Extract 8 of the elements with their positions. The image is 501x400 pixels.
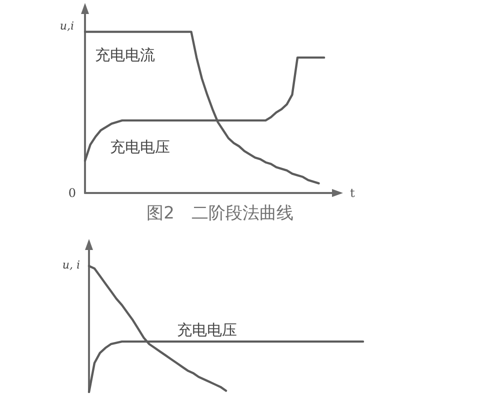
series-label: 充电电流 xyxy=(95,46,155,64)
y-axis-title: u, i xyxy=(62,258,80,272)
series-label: 充电电压 xyxy=(110,138,170,156)
x-axis-title: t xyxy=(350,186,355,200)
y-axis-title: u,i xyxy=(60,20,74,32)
text: 图2 二阶段法曲线 xyxy=(146,204,294,224)
text: 0 xyxy=(68,186,76,200)
series-label: 充电电压 xyxy=(177,321,237,339)
